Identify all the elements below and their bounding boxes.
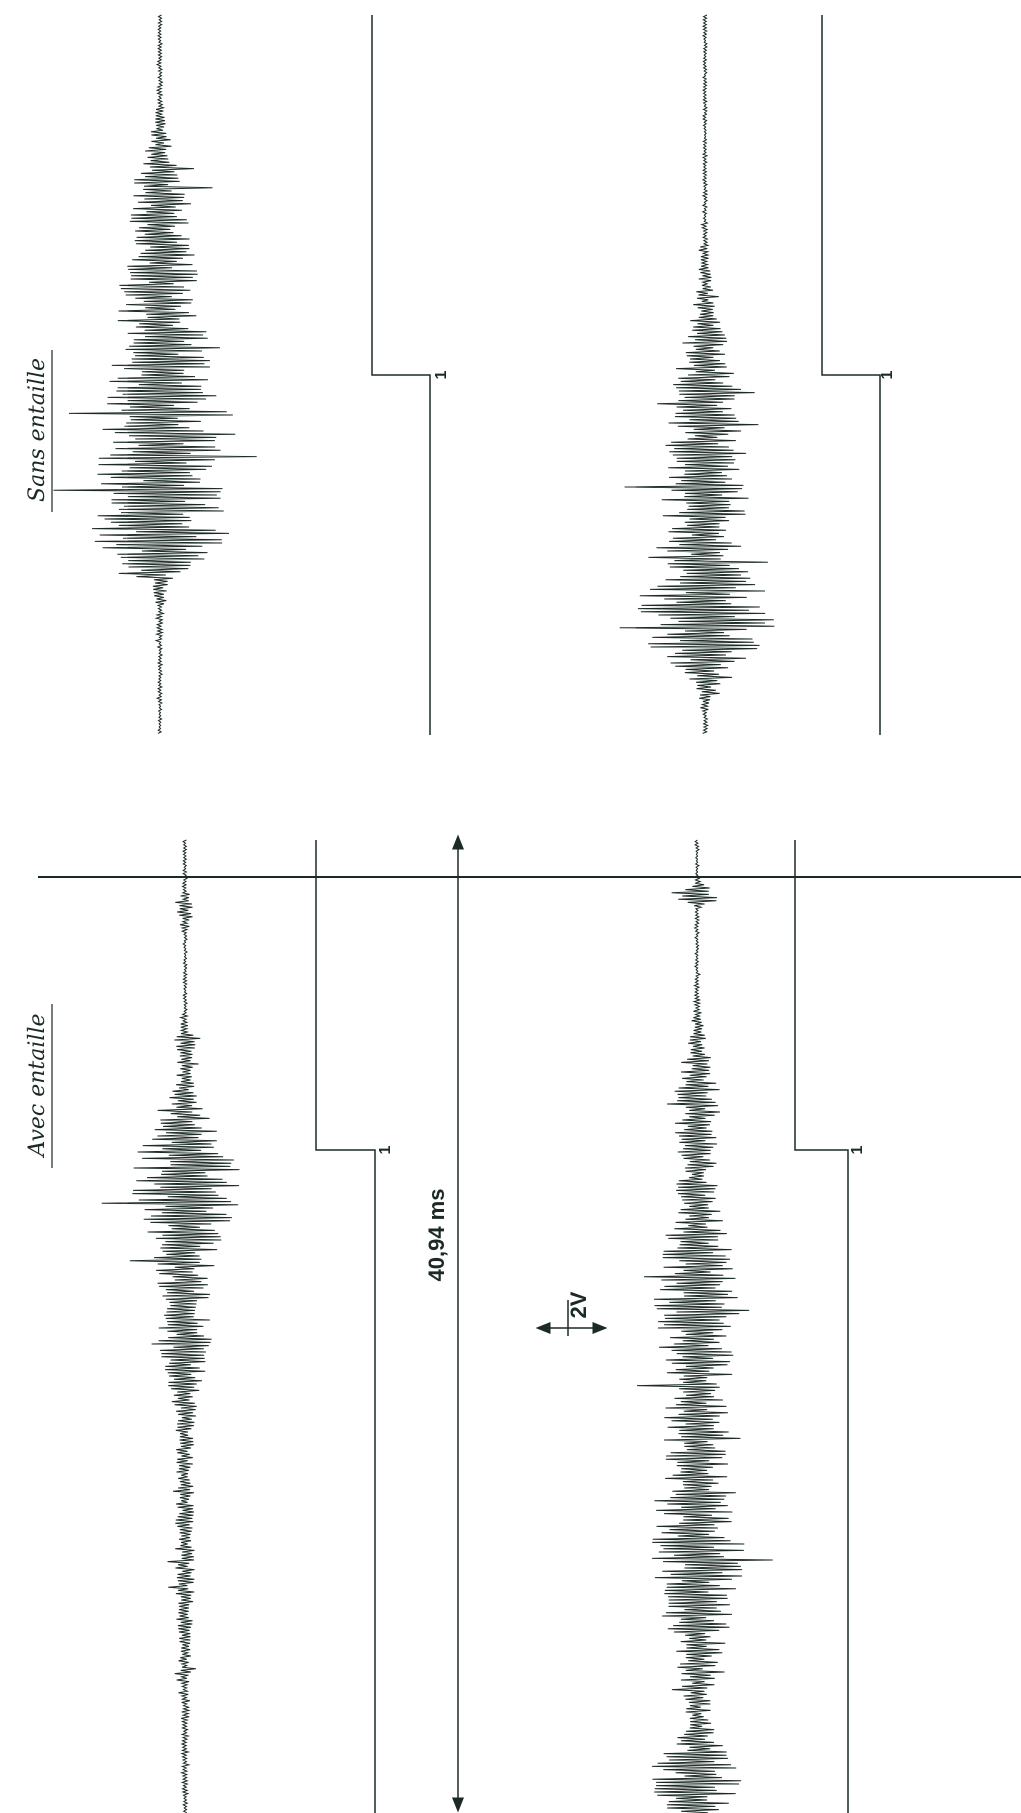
waveform [101, 839, 240, 1813]
section-label: Sans entaille [25, 358, 50, 502]
waveforms [53, 14, 775, 1813]
waveform [53, 14, 257, 734]
waveform [619, 14, 775, 734]
marker: 1 [849, 1145, 866, 1154]
voltage-scale-label: 2V [566, 1291, 591, 1318]
section-label: Avec entaille [25, 1013, 50, 1158]
trigger-trace [315, 840, 376, 1813]
trigger-trace [821, 15, 881, 735]
marker: 1 [377, 1145, 394, 1154]
marker: 1 [433, 370, 450, 379]
trigger-trace [794, 840, 849, 1813]
trigger-trace [371, 15, 431, 735]
marker: 1 [879, 370, 896, 379]
time-scale-label: 40,94 ms [424, 1189, 449, 1282]
waveform [636, 839, 773, 1813]
